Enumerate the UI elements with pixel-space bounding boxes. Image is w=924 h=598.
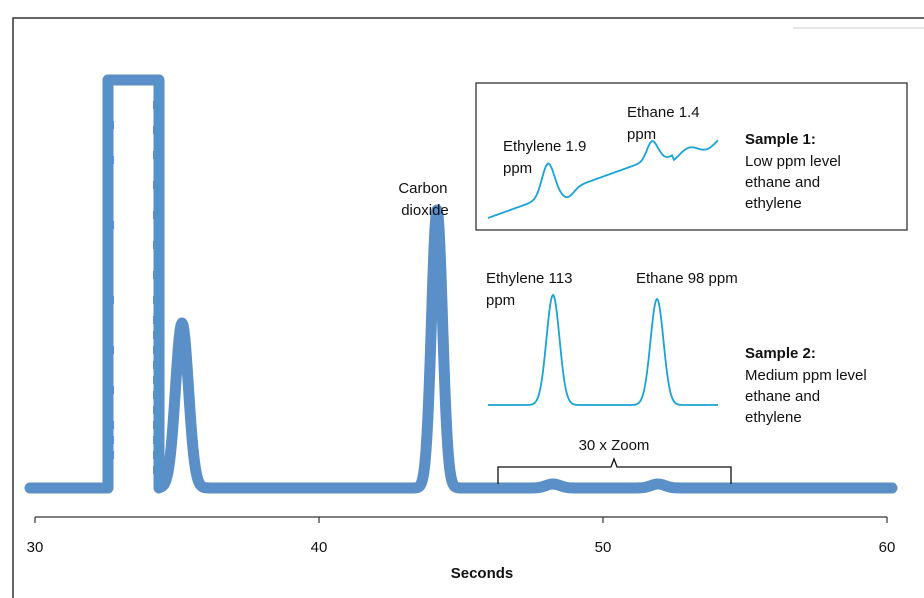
saturation-marker (106, 221, 114, 229)
saturation-marker (106, 296, 114, 304)
co2-label: Carbon dioxide (398, 180, 451, 219)
inset1-peak1-label: Ethylene 1.9 ppm (503, 138, 591, 177)
inset1-sample-desc: Low ppm level ethane and ethylene (745, 153, 845, 212)
x-tick-label-60: 60 (879, 539, 896, 556)
saturation-marker (153, 101, 161, 109)
zoom-label: 30 x Zoom (579, 437, 650, 454)
inset1-box (475, 82, 908, 231)
saturation-marker (106, 346, 114, 354)
saturation-marker (106, 156, 114, 164)
co2-label-line1: Carbon (398, 180, 447, 197)
saturation-marker (153, 421, 161, 429)
x-tick-label-40: 40 (311, 539, 328, 556)
saturation-marker (153, 331, 161, 339)
saturated-peak-markers (106, 80, 161, 488)
saturation-marker (153, 296, 161, 304)
saturation-marker (153, 346, 161, 354)
saturation-marker (153, 376, 161, 384)
saturation-marker (153, 181, 161, 189)
saturation-marker (106, 421, 114, 429)
saturation-marker (153, 451, 161, 459)
inset1-peak2-label: Ethane 1.4 ppm (627, 104, 704, 143)
chart-frame (12, 17, 924, 598)
saturation-marker (106, 386, 114, 394)
saturation-marker (153, 126, 161, 134)
saturation-marker (153, 211, 161, 219)
x-axis-title: Seconds (451, 565, 514, 582)
saturation-marker (106, 436, 114, 444)
saturation-marker (153, 271, 161, 279)
saturation-marker (153, 406, 161, 414)
x-axis-ticks: 30 40 50 60 (27, 517, 896, 556)
co2-label-line2: dioxide (401, 202, 449, 219)
saturation-marker (106, 121, 114, 129)
inset1-trace-line (487, 139, 719, 219)
saturation-marker (153, 466, 161, 474)
inset2-trace-line (488, 293, 718, 406)
zoom-bracket (497, 457, 732, 484)
inset2-sample-title: Sample 2: (745, 345, 816, 362)
saturation-marker (153, 316, 161, 324)
saturation-marker (153, 151, 161, 159)
main-trace-line (24, 74, 898, 494)
x-tick-label-50: 50 (595, 539, 612, 556)
saturation-marker (153, 391, 161, 399)
x-tick-label-30: 30 (27, 539, 44, 556)
saturation-marker (153, 361, 161, 369)
saturation-marker (106, 451, 114, 459)
inset2-peak2-label: Ethane 98 ppm (636, 270, 738, 287)
inset2-sample-desc: Medium ppm level ethane and ethylene (745, 367, 871, 426)
inset1-sample-title: Sample 1: (745, 131, 816, 148)
saturation-marker (153, 241, 161, 249)
saturation-marker (153, 436, 161, 444)
inset2-peak1-label: Ethylene 113 ppm (486, 270, 577, 309)
